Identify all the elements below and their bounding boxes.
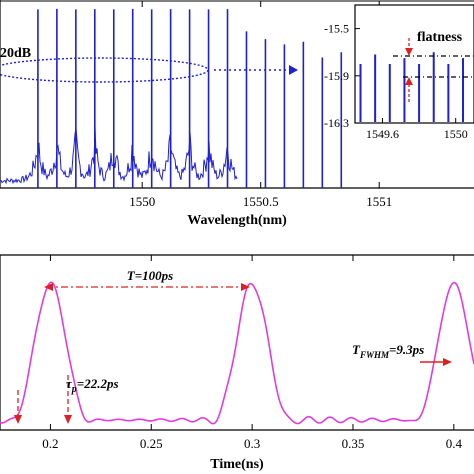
pulse-x-tick-label: 0.35	[342, 436, 365, 451]
flatness-inset: -15.5 -15.9 -16.3 1549.6 1550 flatness	[324, 4, 474, 141]
inset-x-tick-label: 1549.6	[366, 127, 399, 141]
period-label: T=100ps	[127, 268, 173, 283]
spectrum-x-tick-label: 1550.5	[243, 194, 279, 209]
spectrum-x-label: Wavelength(nm)	[187, 213, 287, 228]
tau-arrowhead	[64, 415, 72, 424]
spectrum-x-tick-label: 1550	[129, 194, 155, 209]
pulse-x-tick-label: 0.2	[42, 436, 58, 451]
range-ellipse	[0, 57, 209, 83]
pulse-x-tick-label: 0.4	[446, 436, 463, 451]
pulse-trace	[0, 281, 474, 425]
flatness-label: flatness	[417, 30, 463, 45]
fwhm-value: =9.3ps	[389, 342, 424, 357]
tau-symbol: τ	[66, 376, 73, 391]
inset-lines	[359, 52, 465, 122]
tau-left-arrowhead	[14, 415, 22, 424]
inset-y-ticks: -15.5 -15.9 -16.3	[324, 22, 360, 130]
spectrum-panel: 1550 1550.5 1551 20dB Wavelength(nm) -15.5…	[0, 0, 474, 228]
period-arrowhead-right	[241, 283, 250, 291]
inset-y-tick-label: -15.9	[324, 69, 349, 83]
inset-frame	[354, 4, 474, 124]
inset-arrow-head	[289, 65, 298, 75]
fwhm-arrowhead	[443, 358, 452, 366]
period-arrowhead-left	[44, 283, 53, 291]
flatness-arrowhead-up	[405, 77, 413, 85]
pulse-x-tick-label: 0.25	[140, 436, 163, 451]
pulse-x-ticks: 0.2 0.25 0.3 0.35 0.4	[42, 255, 462, 451]
fwhm-symbol: T	[352, 342, 361, 357]
spectrum-x-ticks: 1550 1550.5 1551	[129, 1, 392, 209]
fwhm-label: TFWHM=9.3ps	[352, 342, 424, 360]
fwhm-sub: FWHM	[359, 350, 390, 360]
spectrum-x-tick-label: 1551	[366, 194, 392, 209]
range-label: 20dB	[0, 46, 31, 61]
tau-value: =22.2ps	[77, 376, 119, 391]
inset-y-tick-label: -16.3	[324, 116, 349, 130]
tau-label: τp=22.2ps	[66, 376, 119, 395]
inset-y-tick-label: -15.5	[324, 22, 349, 36]
pulse-panel: 0.2 0.25 0.3 0.35 0.4 T=100ps τp=22.2ps TFWH…	[0, 254, 474, 472]
flatness-arrowhead-down	[405, 48, 413, 56]
tau-sub: p	[71, 384, 77, 395]
spectrum-noise-floor	[0, 125, 238, 185]
pulse-x-label: Time(ns)	[210, 457, 264, 472]
pulse-x-tick-label: 0.3	[244, 436, 260, 451]
inset-x-ticks: 1549.6 1550	[366, 118, 468, 141]
inset-x-tick-label: 1550	[444, 127, 468, 141]
spectrum-lines	[37, 8, 343, 188]
